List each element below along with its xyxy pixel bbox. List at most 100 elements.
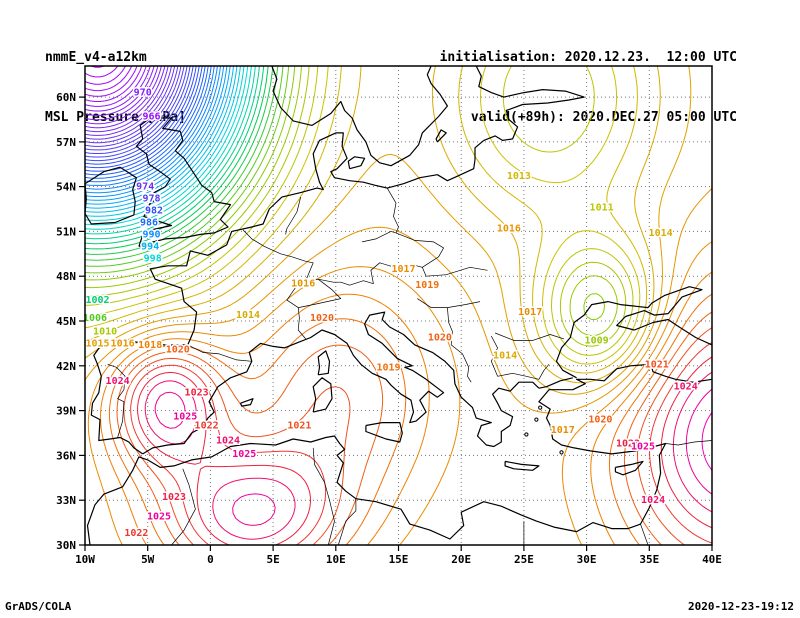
pressure-contour (84, 65, 228, 201)
lat-tick-label: 39N (56, 405, 76, 418)
country-border (312, 447, 335, 546)
lat-tick-label: 33N (56, 494, 76, 507)
contour-label: 994 (141, 241, 159, 252)
pressure-contour (123, 327, 713, 546)
lon-tick-label: 35E (639, 553, 659, 566)
pressure-contour (84, 65, 641, 365)
pressure-contour (84, 65, 185, 151)
contour-label: 978 (142, 194, 160, 205)
country-border (297, 307, 306, 340)
contour-label: 1020 (428, 333, 452, 344)
contour-label: 966 (142, 112, 160, 123)
contour-label: 1010 (93, 327, 117, 338)
contour-label: 1013 (507, 171, 531, 182)
contour-label: 1024 (216, 436, 240, 447)
contour-label: 1024 (641, 495, 665, 506)
lon-tick-label: 20E (451, 553, 471, 566)
footer-credit: GrADS/COLA (5, 600, 72, 613)
lon-tick-label: 15E (389, 553, 409, 566)
lon-tick-label: 5E (266, 553, 279, 566)
contour-label: 1019 (415, 280, 439, 291)
contour-label: 1019 (376, 362, 400, 373)
contour-label: 1022 (124, 528, 148, 539)
coastline (538, 377, 573, 389)
pressure-contour (84, 65, 176, 140)
pressure-contour (84, 65, 241, 217)
contour-label: 1025 (232, 449, 256, 460)
contour-label: 1022 (195, 421, 219, 432)
footer-timestamp: 2020-12-23-19:12 (688, 600, 794, 613)
coastline (90, 65, 585, 455)
pressure-contour (84, 188, 713, 414)
contour-label: 1023 (185, 388, 209, 399)
lon-tick-label: 25E (514, 553, 534, 566)
contour-label: 1014 (236, 310, 260, 321)
contour-label: 1023 (162, 492, 186, 503)
contour-label: 998 (144, 253, 162, 264)
model-name: nmmE_v4-a12km (45, 50, 147, 65)
lat-tick-label: 36N (56, 449, 76, 462)
pressure-contour (84, 65, 661, 384)
country-border (421, 266, 488, 277)
country-border (187, 344, 252, 362)
lon-tick-label: 5W (141, 553, 155, 566)
pressure-contour (137, 356, 713, 546)
pressure-contour (84, 65, 274, 255)
lon-tick-label: 10E (326, 553, 346, 566)
contour-label: 1017 (551, 425, 575, 436)
island (538, 405, 543, 410)
coastline (142, 311, 540, 455)
pressure-contour (84, 65, 159, 121)
pressure-contour (84, 65, 252, 230)
country-border (107, 363, 126, 438)
contour-label: 1015 (85, 338, 109, 349)
pressure-contour (84, 65, 206, 176)
pressure-contour (84, 65, 179, 144)
valid-time-label: valid(+89h): 2020.DEC.27 05:00 UTC (470, 110, 737, 125)
contour-label: 1021 (287, 421, 311, 432)
coastline (84, 166, 137, 225)
pressure-contour (84, 65, 133, 92)
country-border (386, 187, 399, 234)
pressure-contour (84, 65, 119, 78)
lon-tick-label: 10W (75, 553, 95, 566)
contour-label: 1016 (111, 338, 135, 349)
pressure-contour (84, 65, 245, 221)
pressure-contour (84, 65, 162, 125)
coastline (504, 460, 540, 471)
pressure-contour (84, 65, 648, 374)
contour-label: 1009 (585, 335, 609, 346)
contour-label: 1006 (83, 313, 107, 324)
contour-label: 970 (134, 88, 152, 99)
contour-label: 982 (145, 206, 163, 217)
lat-tick-label: 60N (56, 91, 76, 104)
coastline (271, 65, 448, 167)
coastline (135, 117, 232, 247)
island (524, 432, 529, 437)
coastline (435, 129, 447, 143)
contour-label: 1025 (147, 512, 171, 523)
pressure-contour (84, 65, 138, 97)
country-border (285, 197, 302, 235)
island (534, 417, 539, 422)
contour-label: 1017 (518, 307, 542, 318)
coastline (239, 398, 254, 407)
pressure-contour (130, 342, 713, 546)
contour-label: 1002 (85, 295, 109, 306)
pressure-contour (84, 65, 166, 129)
pressure-contour (84, 65, 269, 250)
pressure-contour (84, 65, 209, 179)
contour-label: 1021 (645, 359, 669, 370)
lon-tick-label: 40E (702, 553, 722, 566)
coastline (347, 156, 366, 170)
pressure-contour (84, 65, 200, 169)
country-border (337, 498, 357, 546)
country-border (665, 440, 713, 446)
lat-tick-label: 57N (56, 136, 76, 149)
contour-label: 974 (136, 182, 154, 193)
lat-tick-label: 54N (56, 181, 76, 194)
coastline (555, 286, 713, 379)
pressure-contour (84, 65, 692, 395)
coastline (317, 350, 331, 376)
lat-tick-label: 30N (56, 539, 76, 552)
